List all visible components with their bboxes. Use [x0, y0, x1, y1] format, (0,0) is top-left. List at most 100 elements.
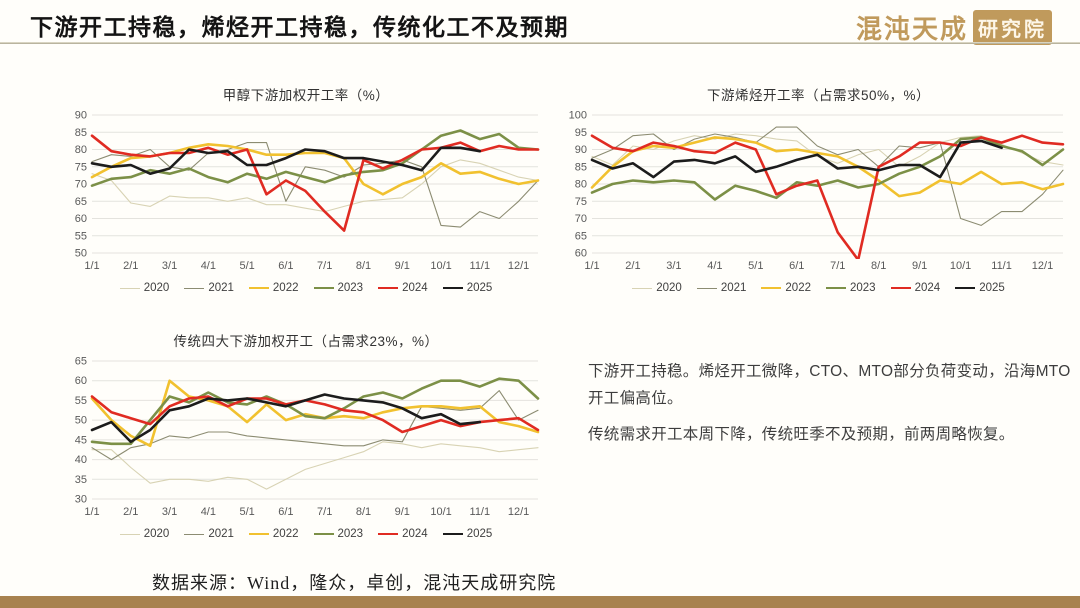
legend-line-swatch [761, 287, 782, 289]
legend-label: 2020 [656, 282, 682, 294]
legend-line-swatch [119, 287, 140, 289]
x-axis-label: 5/1 [239, 506, 254, 518]
header-divider [0, 42, 1080, 44]
x-axis-label: 6/1 [278, 260, 293, 272]
chart-olefin-rate: 下游烯烃开工率（占需求50%，%） 60 65 70 75 80 85 90 95 100 1/1… [562, 84, 1075, 294]
legend-line-swatch [378, 533, 399, 535]
series-line-2022 [90, 143, 540, 196]
legend-line-swatch [313, 533, 334, 535]
chart-title: 甲醇下游加权开工率（%） [222, 88, 390, 103]
series-line-2025 [90, 393, 482, 444]
chart-title: 下游烯烃开工率（占需求50%，%） [706, 88, 931, 103]
legend-item-2024: 2024 [378, 282, 428, 294]
x-axis-label: 7/1 [317, 506, 332, 518]
y-axis-label: 85 [75, 127, 87, 139]
legend-item-2020: 2020 [119, 528, 169, 540]
x-axis-label: 12/1 [1032, 260, 1053, 272]
series-line-2021 [91, 142, 539, 228]
x-axis-label: 11/1 [470, 260, 491, 272]
y-axis-label: 80 [575, 179, 587, 191]
chart-traditional-downstream: 传统四大下游加权开工（占需求23%，%） 30 35 40 45 50 55 60 65 1/1… [62, 330, 550, 540]
x-axis-label: 8/1 [356, 506, 371, 518]
legend-label: 2025 [979, 282, 1005, 294]
y-axis-label: 65 [75, 196, 87, 208]
y-axis-label: 100 [569, 110, 587, 122]
y-axis-label: 75 [575, 196, 587, 208]
chart-canvas: 30 35 40 45 50 55 60 65 1/1 2/1 3/1 4/1 5/1 6/1 7/1 8/1… [75, 356, 540, 518]
legend-label: 2024 [402, 282, 428, 294]
x-axis-label: 5/1 [748, 260, 763, 272]
x-axis-label: 1/1 [84, 260, 99, 272]
legend-label: 2021 [720, 282, 747, 294]
x-axis-label: 8/1 [356, 260, 371, 272]
x-axis-label: 2/1 [625, 260, 640, 272]
x-axis-label: 3/1 [162, 506, 177, 518]
series-line-2020 [91, 441, 539, 490]
x-axis-label: 9/1 [912, 260, 927, 272]
y-axis-label: 35 [75, 474, 87, 486]
legend-label: 2025 [466, 282, 493, 294]
x-axis-label: 11/1 [991, 260, 1012, 272]
legend-label: 2021 [208, 528, 234, 540]
y-axis-label: 50 [75, 415, 87, 427]
x-axis-label: 9/1 [395, 260, 410, 272]
x-axis-label: 1/1 [584, 260, 599, 272]
series-line-2025 [590, 139, 1003, 179]
series-line-2024 [590, 134, 1065, 259]
commentary-paragraph-2: 传统需求开工本周下降，传统旺季不及预期，前两周略恢复。 [588, 426, 1015, 444]
footer-bar [0, 596, 1080, 608]
legend-item-2020: 2020 [632, 282, 682, 294]
y-axis-label: 90 [75, 110, 87, 122]
legend-line-swatch [378, 287, 399, 289]
chart-title: 传统四大下游加权开工（占需求23%，%） [173, 334, 439, 349]
y-axis-label: 65 [575, 230, 587, 242]
brand-logo: 混沌天成 研究院 [856, 9, 1052, 46]
chart-canvas: 60 65 70 75 80 85 90 95 100 1/1 2/1 3/1 4/1 5/1 6/1 7/1… [569, 110, 1065, 272]
x-axis-label: 10/1 [950, 260, 971, 272]
x-axis-label: 1/1 [84, 506, 99, 518]
commentary-paragraph-1: 下游开工持稳。烯烃开工微降，CTO、MTO部分负荷变动，沿海MTO开工偏高位。 [588, 363, 1071, 408]
y-axis-label: 85 [575, 161, 587, 173]
x-axis-label: 9/1 [395, 506, 410, 518]
logo-suffix-badge: 研究院 [973, 10, 1052, 45]
x-axis-label: 4/1 [201, 506, 216, 518]
legend-item-2021: 2021 [184, 528, 234, 540]
legend-line-swatch [184, 533, 205, 535]
chart-legend: 2020 2021 2022 2023 2024 2025 [62, 528, 550, 540]
legend-line-swatch [119, 533, 140, 535]
series-line-2022 [90, 379, 540, 448]
legend-item-2021: 2021 [184, 282, 234, 294]
y-axis-label: 60 [575, 248, 587, 260]
x-axis-label: 5/1 [239, 260, 254, 272]
y-axis-label: 70 [75, 179, 87, 191]
legend-label: 2022 [785, 282, 811, 294]
legend-line-swatch [442, 287, 463, 289]
logo-brand-text: 混沌天成 [855, 15, 968, 44]
legend-item-2023: 2023 [313, 528, 363, 540]
y-axis-label: 50 [75, 248, 87, 260]
legend-item-2025: 2025 [442, 528, 492, 540]
x-axis-label: 12/1 [508, 506, 529, 518]
chart-canvas: 50 55 60 65 70 75 80 85 90 1/1 2/1 3/1 4/1 5/1 6/1 7/1 8… [75, 110, 540, 272]
y-axis-label: 70 [575, 213, 587, 225]
x-axis-label: 4/1 [201, 260, 216, 272]
legend-item-2022: 2022 [248, 528, 299, 540]
y-axis-label: 55 [75, 395, 87, 407]
y-axis-label: 80 [75, 144, 87, 156]
series-line-2023 [90, 129, 540, 187]
commentary-block: 下游开工持稳。烯烃开工微降，CTO、MTO部分负荷变动，沿海MTO开工偏高位。 … [588, 358, 1076, 448]
chart-legend: 2020 2021 2022 2023 2024 2025 [562, 282, 1075, 294]
y-axis-label: 40 [75, 454, 87, 466]
legend-item-2022: 2022 [248, 282, 299, 294]
legend-label: 2023 [337, 282, 364, 294]
legend-label: 2022 [272, 282, 299, 294]
legend-line-swatch [632, 287, 653, 289]
x-axis-label: 11/1 [470, 506, 491, 518]
x-axis-label: 10/1 [430, 260, 451, 272]
x-axis-label: 6/1 [789, 260, 804, 272]
legend-item-2022: 2022 [761, 282, 811, 294]
x-axis-label: 4/1 [707, 260, 722, 272]
series-line-2022 [590, 136, 1065, 198]
series-line-2024 [90, 134, 540, 232]
